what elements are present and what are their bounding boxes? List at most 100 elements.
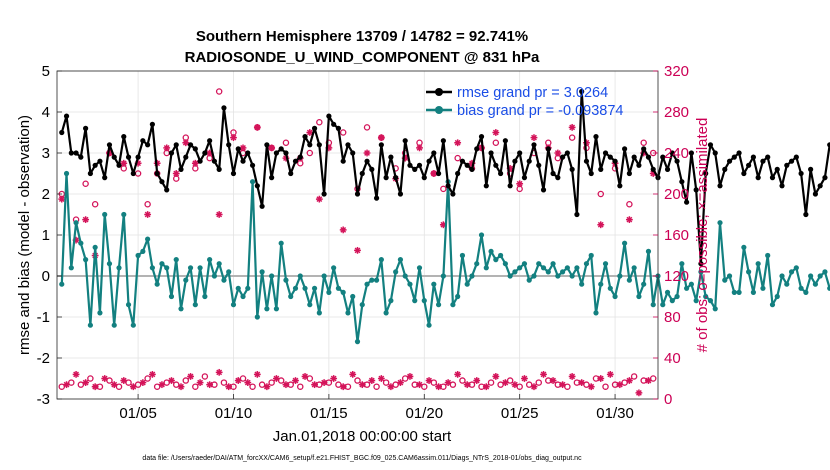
bias-point bbox=[326, 289, 332, 295]
rmse-point bbox=[769, 175, 776, 181]
bias-point bbox=[545, 269, 551, 275]
bias-point bbox=[493, 257, 499, 263]
obs-assimilated-marker bbox=[425, 377, 433, 384]
rmse-point bbox=[698, 261, 704, 267]
obs-assimilated-marker bbox=[177, 383, 185, 391]
obs-assimilated-marker bbox=[578, 379, 586, 386]
rmse-point bbox=[416, 162, 423, 168]
obs-assimilated-marker bbox=[172, 170, 180, 177]
obs-assimilated-marker bbox=[559, 381, 567, 389]
obs-assimilated-marker bbox=[554, 149, 562, 157]
rmse-point bbox=[779, 183, 785, 189]
bias-point bbox=[316, 310, 322, 316]
obs-possible-marker bbox=[87, 375, 94, 382]
obs-counts bbox=[58, 88, 657, 397]
rmse-point bbox=[536, 162, 542, 168]
obs-assimilated-marker bbox=[110, 381, 118, 389]
rmse-point bbox=[116, 162, 122, 168]
bias-point bbox=[173, 257, 179, 263]
bias-point bbox=[459, 252, 466, 259]
obs-assimilated-marker bbox=[387, 383, 395, 391]
obs-assimilated-marker bbox=[292, 377, 299, 384]
rmse-point bbox=[73, 150, 79, 156]
rmse-point bbox=[154, 170, 160, 177]
obs-assimilated-marker bbox=[501, 379, 509, 386]
bias-point bbox=[583, 261, 590, 267]
rmse-point bbox=[364, 158, 370, 164]
rmse-point bbox=[435, 170, 442, 177]
bias-point bbox=[102, 211, 108, 218]
bias-point bbox=[793, 265, 799, 271]
bias-point bbox=[455, 293, 461, 300]
bias-point bbox=[226, 269, 232, 275]
y-right-tick-label: 240 bbox=[664, 145, 689, 162]
obs-possible-marker bbox=[440, 185, 447, 193]
obs-possible-marker bbox=[306, 149, 314, 157]
rmse-point bbox=[254, 183, 260, 189]
rmse-point bbox=[617, 183, 623, 189]
bias-point bbox=[245, 285, 251, 291]
rmse-point bbox=[531, 142, 537, 148]
y-left-tick-label: 0 bbox=[42, 268, 50, 285]
obs-assimilated-marker bbox=[187, 373, 194, 380]
bias-point bbox=[302, 285, 308, 291]
bias-point bbox=[817, 273, 823, 279]
obs-assimilated-marker bbox=[82, 216, 90, 224]
bias-point bbox=[393, 269, 399, 275]
y-right-tick-label: 120 bbox=[664, 268, 689, 285]
rmse-point bbox=[574, 211, 580, 218]
rmse-point bbox=[135, 154, 141, 160]
obs-assimilated-marker bbox=[82, 379, 90, 386]
rmse-point bbox=[130, 170, 136, 177]
bias-point bbox=[283, 277, 289, 283]
rmse-point bbox=[407, 162, 413, 168]
obs-possible-marker bbox=[597, 190, 605, 198]
rmse-point bbox=[822, 175, 828, 181]
rmse-point bbox=[302, 134, 308, 140]
rmse-point bbox=[521, 175, 528, 181]
rmse-point bbox=[140, 138, 146, 144]
rmse-point bbox=[311, 125, 318, 131]
obs-assimilated-marker bbox=[311, 381, 318, 389]
bias-point bbox=[264, 306, 270, 312]
obs-assimilated-marker bbox=[511, 381, 519, 389]
rmse-point bbox=[426, 158, 432, 164]
y-left-tick-label: 3 bbox=[42, 145, 50, 162]
obs-assimilated-marker bbox=[268, 144, 276, 152]
obs-assimilated-marker bbox=[273, 375, 280, 382]
bias-point bbox=[626, 277, 632, 283]
rmse-point bbox=[283, 150, 289, 156]
bias-point bbox=[631, 265, 637, 271]
rmse-point bbox=[784, 162, 790, 168]
obs-assimilated-marker bbox=[625, 377, 633, 384]
rmse-point bbox=[393, 175, 399, 181]
bias-point bbox=[517, 265, 523, 271]
rmse-point bbox=[793, 154, 799, 160]
rmse-point bbox=[326, 113, 332, 119]
obs-possible-marker bbox=[282, 139, 290, 146]
rmse-point bbox=[669, 150, 675, 156]
bias-point bbox=[641, 281, 647, 287]
obs-possible-marker bbox=[249, 383, 256, 390]
bias-point bbox=[240, 293, 246, 300]
rmse-point bbox=[741, 170, 747, 177]
y-left-tick-label: -3 bbox=[37, 391, 50, 408]
rmse-point bbox=[63, 113, 70, 119]
obs-assimilated-marker bbox=[454, 139, 462, 147]
x-tick-label: 01/20 bbox=[406, 405, 444, 422]
obs-assimilated-marker bbox=[521, 375, 528, 382]
bias-point bbox=[350, 293, 356, 300]
bias-point bbox=[726, 273, 733, 279]
bias-point bbox=[827, 285, 830, 291]
bias-point bbox=[87, 322, 93, 328]
obs-assimilated-marker bbox=[101, 375, 109, 382]
rmse-point bbox=[216, 166, 222, 172]
obs-assimilated-marker bbox=[397, 379, 404, 386]
bias-point bbox=[669, 298, 675, 304]
rmse-point bbox=[183, 154, 189, 160]
bias-point bbox=[784, 281, 790, 287]
rmse-point bbox=[631, 154, 637, 160]
bias-point bbox=[207, 257, 213, 263]
bias-point bbox=[550, 261, 556, 267]
bias-point bbox=[221, 277, 227, 283]
